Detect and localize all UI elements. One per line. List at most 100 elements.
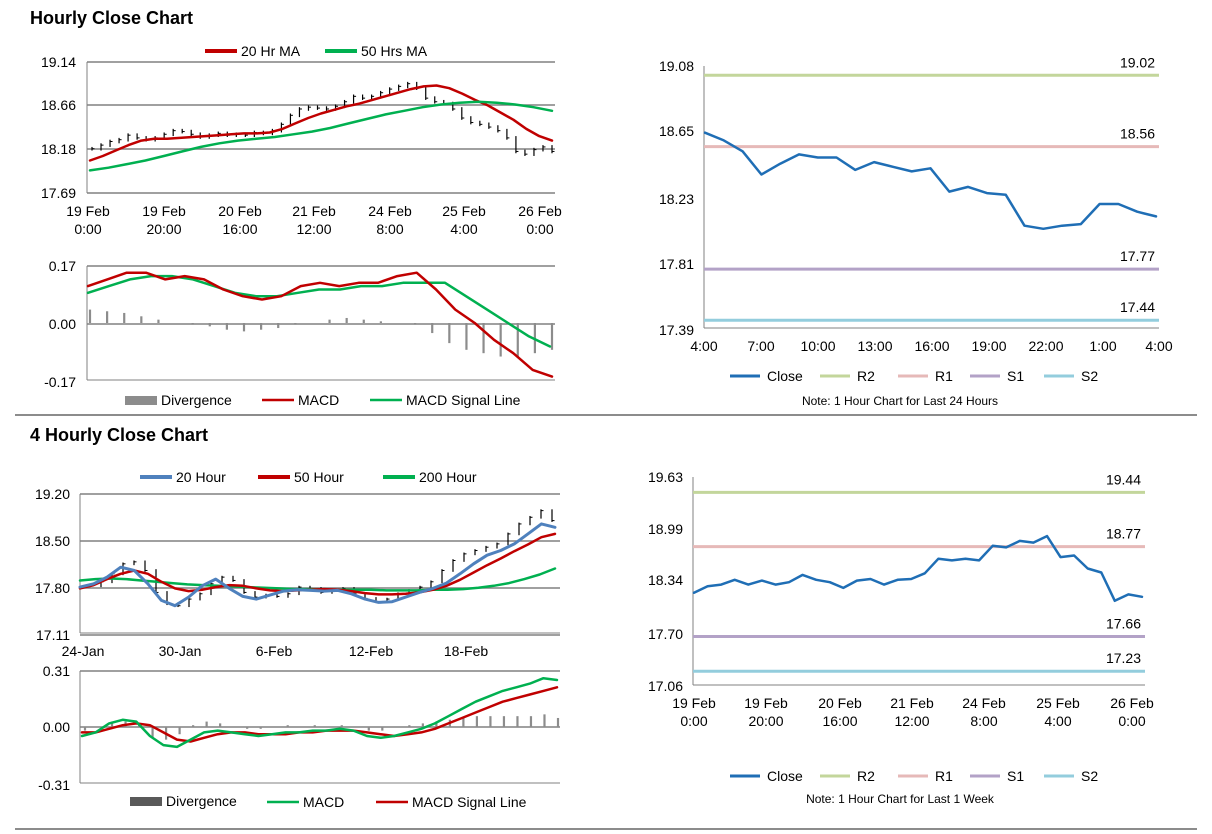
hourly-price-xtick: 12:00 bbox=[296, 221, 331, 237]
four-hourly-ma50-legend-label: 50 Hour bbox=[294, 469, 344, 485]
four-hourly-levels-r2-label: 19.44 bbox=[1106, 471, 1141, 487]
hourly-macd-macd-legend-label: MACD bbox=[298, 392, 339, 408]
four-hourly-levels-note: Note: 1 Hour Chart for Last 1 Week bbox=[806, 792, 995, 806]
hourly-macd-divergence-legend-swatch bbox=[125, 396, 157, 405]
hourly-ma20-line bbox=[88, 84, 554, 162]
hourly-levels-ytick: 17.39 bbox=[659, 322, 694, 338]
hourly-levels-legend-label-r2: R2 bbox=[857, 368, 875, 384]
four-hourly-levels-ytick: 17.70 bbox=[648, 626, 683, 642]
hourly-levels-s1-label: 17.77 bbox=[1120, 248, 1155, 264]
four-hourly-levels-xtick: 19 Feb bbox=[744, 695, 788, 711]
hourly-price-xtick: 20 Feb bbox=[218, 203, 262, 219]
four-hourly-levels-xtick: 4:00 bbox=[1044, 713, 1071, 729]
four-hourly-price-xtick: 18-Feb bbox=[444, 643, 489, 659]
four-hourly-ma20-legend-label: 20 Hour bbox=[176, 469, 226, 485]
four-hourly-price-xtick: 12-Feb bbox=[349, 643, 394, 659]
four-hourly-levels-legend-label-r1: R1 bbox=[935, 768, 953, 784]
hourly-price-xtick: 21 Feb bbox=[292, 203, 336, 219]
four-hourly-price-xtick: 6-Feb bbox=[256, 643, 293, 659]
hourly-price-ytick: 18.18 bbox=[41, 141, 76, 157]
hourly-levels-xtick: 10:00 bbox=[800, 338, 835, 354]
hourly-price-ytick: 19.14 bbox=[41, 54, 76, 70]
hourly-levels-note: Note: 1 Hour Chart for Last 24 Hours bbox=[802, 394, 998, 408]
four-hourly-price-xtick: 24-Jan bbox=[62, 643, 105, 659]
hourly-levels-xtick: 1:00 bbox=[1089, 338, 1116, 354]
four-hourly-levels-legend-label-close: Close bbox=[767, 768, 803, 784]
hourly-price-xtick: 20:00 bbox=[146, 221, 181, 237]
four-hourly-macd-ytick: 0.31 bbox=[43, 663, 70, 679]
hourly-levels-legend-label-r1: R1 bbox=[935, 368, 953, 384]
four-hourly-levels-xtick: 26 Feb bbox=[1110, 695, 1154, 711]
four-hourly-levels-legend-label-r2: R2 bbox=[857, 768, 875, 784]
hourly-price-ytick: 18.66 bbox=[41, 97, 76, 113]
hourly-levels-xtick: 4:00 bbox=[690, 338, 717, 354]
hourly-levels-ytick: 19.08 bbox=[659, 58, 694, 74]
four-hourly-levels-s1-label: 17.66 bbox=[1106, 615, 1141, 631]
four-hourly-levels-legend-label-s1: S1 bbox=[1007, 768, 1024, 784]
four-hourly-levels-xtick: 25 Feb bbox=[1036, 695, 1080, 711]
four-hourly-levels-ytick: 18.34 bbox=[648, 572, 683, 588]
four-hourly-ma200-legend-label: 200 Hour bbox=[419, 469, 477, 485]
four-hourly-levels-xtick: 21 Feb bbox=[890, 695, 934, 711]
four-hourly-levels-xtick: 20 Feb bbox=[818, 695, 862, 711]
hourly-price-xtick: 24 Feb bbox=[368, 203, 412, 219]
hourly-price-xtick: 16:00 bbox=[222, 221, 257, 237]
hourly-levels-r1-label: 18.56 bbox=[1120, 126, 1155, 142]
hourly-macd-signal-legend-label: MACD Signal Line bbox=[406, 392, 521, 408]
four-hourly-levels-ytick: 17.06 bbox=[648, 678, 683, 694]
hourly-levels-close-line bbox=[703, 131, 1158, 231]
four-hourly-levels-ytick: 19.63 bbox=[648, 469, 683, 485]
hourly-macd-line bbox=[86, 271, 554, 378]
four-hourly-macd-ytick: 0.00 bbox=[43, 719, 70, 735]
four-hourly-price-ytick: 19.20 bbox=[35, 486, 70, 502]
hourly-levels-ytick: 17.81 bbox=[659, 256, 694, 272]
hourly-price-xtick: 4:00 bbox=[450, 221, 477, 237]
hourly-levels-xtick: 4:00 bbox=[1145, 338, 1172, 354]
four-hourly-levels-s2-label: 17.23 bbox=[1106, 650, 1141, 666]
hourly-levels-ytick: 18.65 bbox=[659, 123, 694, 139]
four-hourly-levels-xtick: 8:00 bbox=[970, 713, 997, 729]
hourly-price-xtick: 0:00 bbox=[526, 221, 553, 237]
four-hourly-levels-xtick: 0:00 bbox=[680, 713, 707, 729]
four-hourly-levels-ytick: 18.99 bbox=[648, 521, 683, 537]
hourly-levels-xtick: 7:00 bbox=[747, 338, 774, 354]
four-hourly-price-xtick: 30-Jan bbox=[159, 643, 202, 659]
hourly-levels-legend-label-s2: S2 bbox=[1081, 368, 1098, 384]
four-hourly-macd-macd-legend-label: MACD bbox=[303, 794, 344, 810]
four-hourly-price-ytick: 17.80 bbox=[35, 580, 70, 596]
bottom-divider bbox=[15, 828, 1197, 830]
hourly-ma50-line bbox=[88, 100, 554, 172]
four-hourly-price-ytick: 17.11 bbox=[36, 627, 70, 643]
hourly-macd-ytick: -0.17 bbox=[44, 374, 76, 390]
four-hourly-levels-xtick: 20:00 bbox=[748, 713, 783, 729]
hourly-levels-ytick: 18.23 bbox=[659, 191, 694, 207]
hourly-price-xtick: 19 Feb bbox=[142, 203, 186, 219]
four-hourly-levels-xtick: 24 Feb bbox=[962, 695, 1006, 711]
hourly-price-ma50-legend-label: 50 Hrs MA bbox=[361, 43, 428, 59]
four-hourly-ma20-line bbox=[78, 522, 557, 608]
four-hourly-macd-signal-legend-label: MACD Signal Line bbox=[412, 794, 527, 810]
four-hourly-levels-xtick: 12:00 bbox=[894, 713, 929, 729]
hourly-price-xtick: 19 Feb bbox=[66, 203, 110, 219]
hourly-levels-xtick: 16:00 bbox=[914, 338, 949, 354]
hourly-price-xtick: 25 Feb bbox=[442, 203, 486, 219]
four-hourly-macd-divergence-legend-label: Divergence bbox=[166, 793, 237, 809]
four-hourly-macd-line bbox=[80, 676, 559, 749]
hourly-levels-legend-label-s1: S1 bbox=[1007, 368, 1024, 384]
four-hourly-levels-xtick: 0:00 bbox=[1118, 713, 1145, 729]
hourly-levels-xtick: 22:00 bbox=[1028, 338, 1063, 354]
hourly-price-ma20-legend-label: 20 Hr MA bbox=[241, 43, 301, 59]
hourly-levels-r2-label: 19.02 bbox=[1120, 54, 1155, 70]
four-hourly-levels-legend-label-s2: S2 bbox=[1081, 768, 1098, 784]
four-hourly-macd-ytick: -0.31 bbox=[38, 777, 70, 793]
four-hourly-macd-divergence-legend-swatch bbox=[130, 797, 162, 806]
hourly-macd-signal-line bbox=[86, 274, 552, 348]
hourly-macd-ytick: 0.17 bbox=[49, 258, 76, 274]
hourly-macd-divergence-legend-label: Divergence bbox=[161, 392, 232, 408]
four-hourly-levels-r1-label: 18.77 bbox=[1106, 526, 1141, 542]
hourly-price-xtick: 26 Feb bbox=[518, 203, 562, 219]
section-divider bbox=[15, 414, 1197, 416]
hourly-levels-xtick: 13:00 bbox=[857, 338, 892, 354]
hourly-price-xtick: 8:00 bbox=[376, 221, 403, 237]
hourly-price-xtick: 0:00 bbox=[74, 221, 101, 237]
